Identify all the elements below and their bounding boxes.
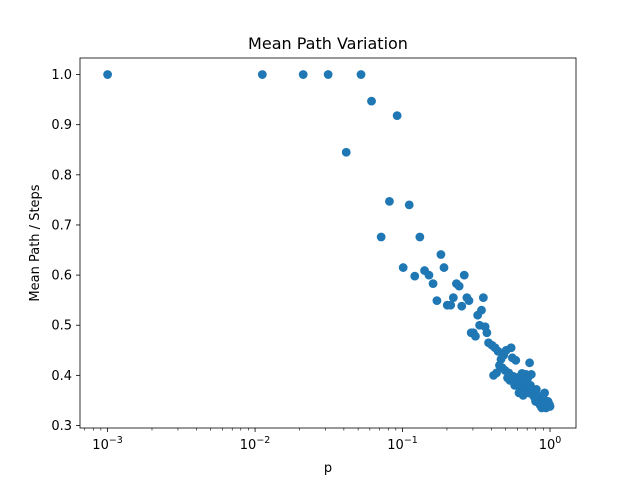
data-point — [511, 355, 521, 365]
data-point — [428, 279, 438, 289]
data-point — [404, 200, 414, 210]
x-axis-label: p — [324, 461, 332, 476]
y-tick-label: 0.3 — [51, 419, 72, 434]
y-axis-label: Mean Path / Steps — [28, 184, 43, 301]
data-point — [424, 270, 434, 280]
data-point — [323, 70, 333, 79]
data-point — [415, 232, 425, 242]
data-point — [525, 358, 535, 368]
data-point — [341, 147, 351, 157]
data-point — [367, 96, 376, 106]
y-tick-label: 0.7 — [51, 218, 72, 233]
y-tick-label: 0.4 — [51, 369, 72, 384]
data-point — [482, 328, 492, 338]
y-tick-label: 0.6 — [51, 269, 72, 284]
y-tick-label: 0.5 — [51, 319, 72, 334]
data-point — [298, 70, 308, 79]
x-tick-label: 10−3 — [92, 435, 123, 453]
data-point — [478, 293, 488, 303]
y-tick-label: 1.0 — [51, 68, 72, 83]
data-point — [410, 271, 420, 281]
data-point — [436, 250, 446, 259]
data-point — [457, 301, 467, 311]
data-point — [522, 380, 532, 390]
data-point — [454, 281, 464, 291]
data-point — [103, 70, 112, 79]
data-point — [446, 300, 456, 310]
scatter-points — [103, 70, 555, 413]
data-point — [439, 263, 449, 272]
chart-title: Mean Path Variation — [248, 34, 408, 53]
data-point — [473, 310, 483, 320]
data-point — [506, 343, 516, 353]
y-tick-label: 0.8 — [51, 168, 72, 183]
data-point — [448, 293, 458, 303]
data-point — [432, 296, 442, 306]
data-point — [545, 402, 555, 411]
data-point — [540, 388, 550, 398]
data-point — [459, 270, 469, 280]
x-tick-label: 10−2 — [240, 435, 271, 453]
data-point — [471, 331, 480, 341]
axis-ticks: 0.3 0.4 0.5 0.6 0.7 0.8 0.9 1.0 10−3 10−2 10−1 100 — [51, 68, 561, 453]
data-point — [526, 369, 536, 379]
plot-area-frame — [79, 57, 577, 429]
data-point — [356, 70, 366, 79]
x-tick-label: 10−1 — [387, 435, 418, 453]
y-tick-label: 0.9 — [51, 118, 72, 133]
data-point — [376, 232, 386, 242]
data-point — [518, 391, 528, 400]
data-point — [257, 70, 267, 79]
data-point — [489, 370, 498, 380]
data-point — [462, 293, 472, 303]
x-tick-label: 100 — [539, 435, 562, 453]
data-point — [392, 111, 402, 121]
data-point — [385, 196, 394, 206]
data-point — [398, 263, 408, 272]
